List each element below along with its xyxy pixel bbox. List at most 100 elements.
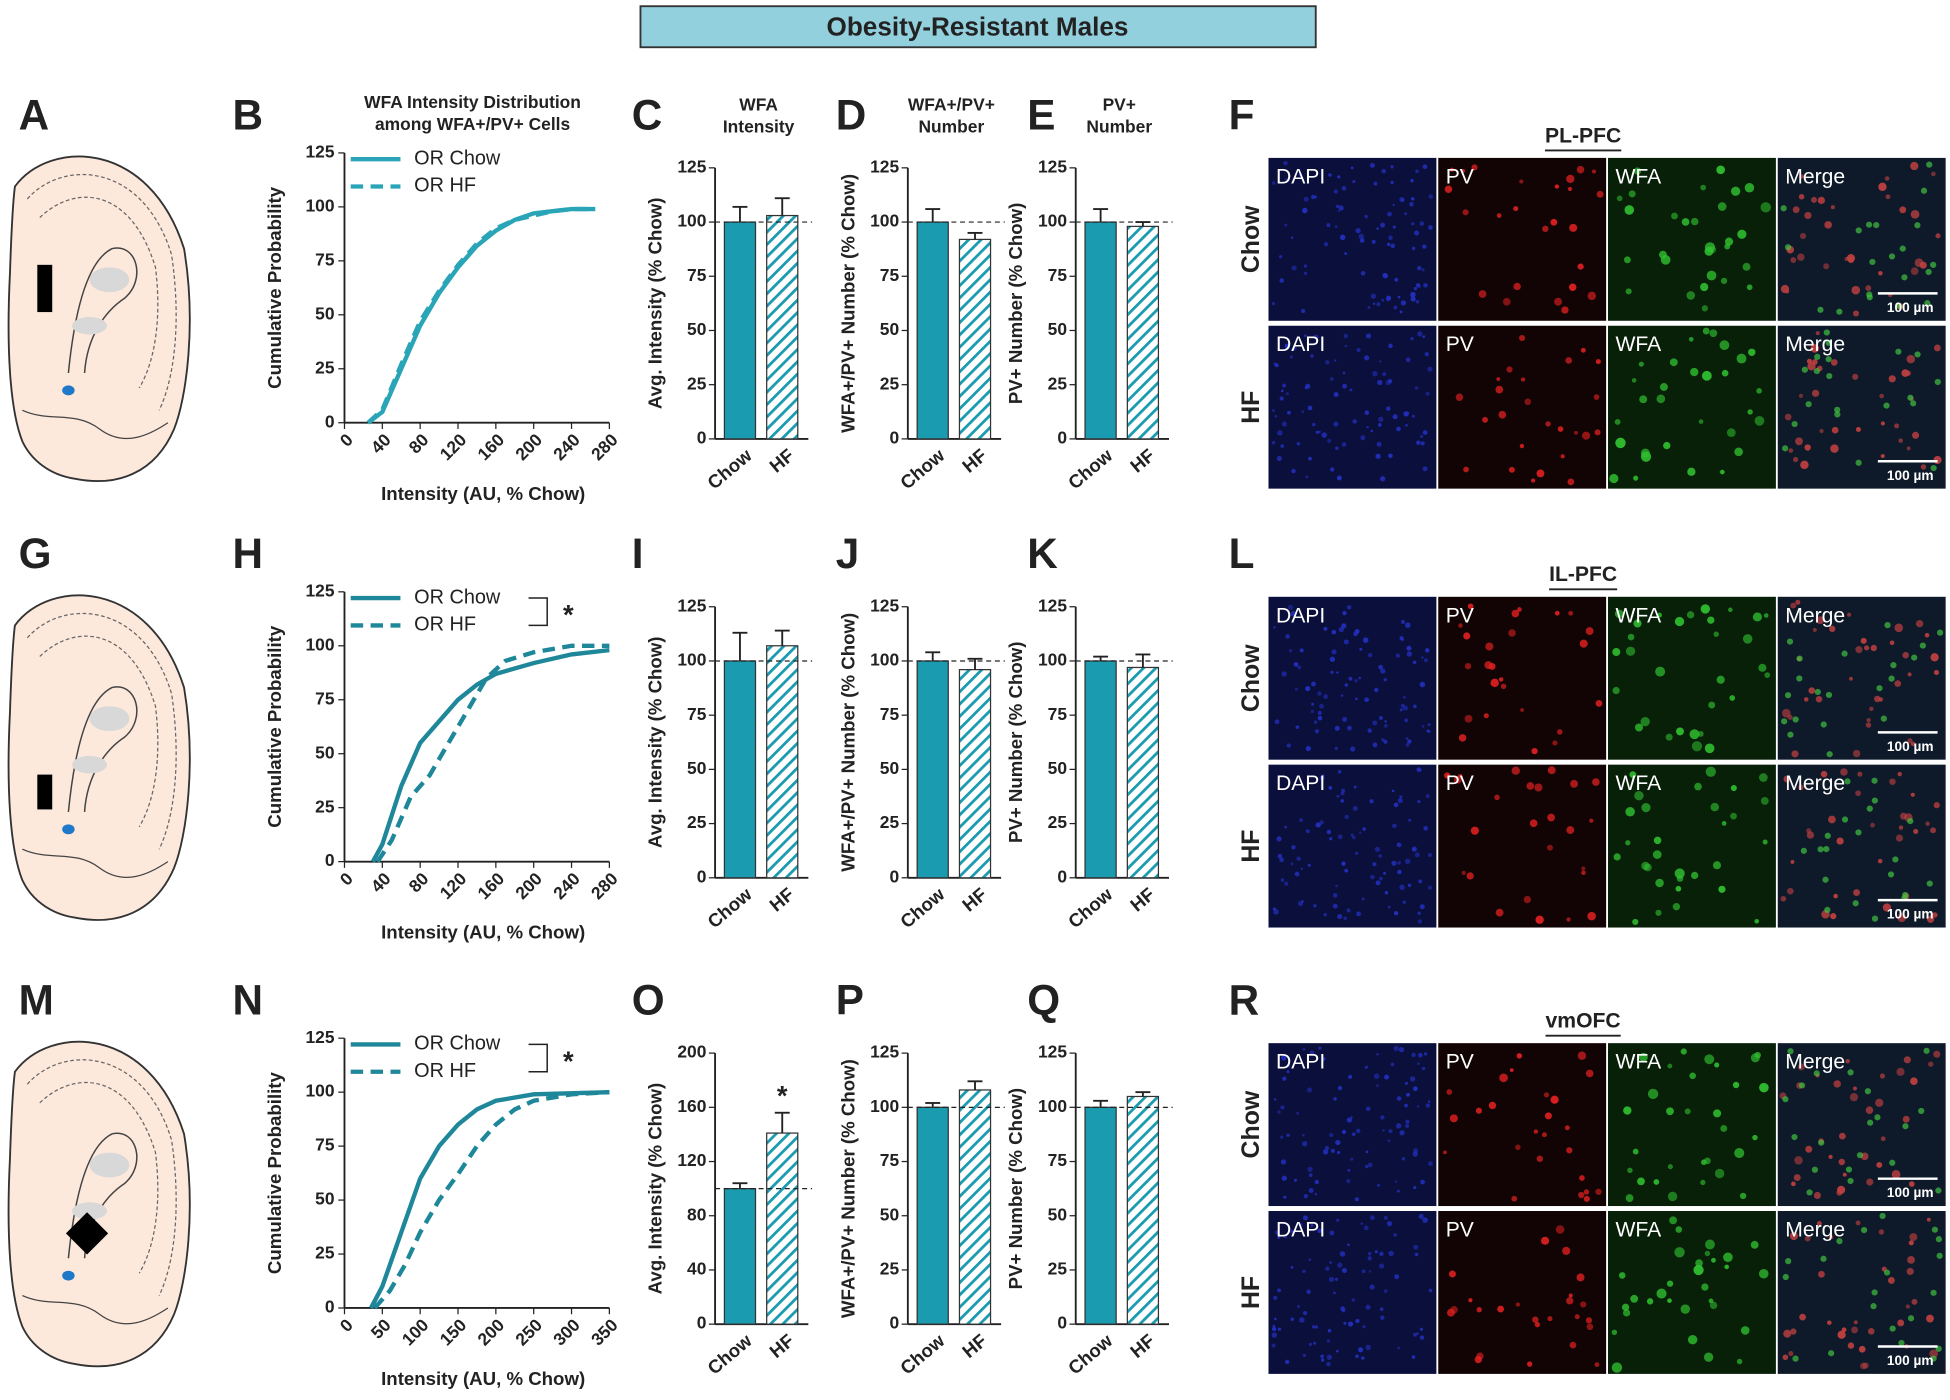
y-tick-label: 50 [880,1204,899,1224]
y-tick-label: 25 [880,373,900,393]
cell-signal [1417,919,1423,924]
cell-signal [1367,306,1371,310]
cell-signal [1283,1195,1287,1199]
cell-signal [1330,467,1335,472]
cell-signal [1277,853,1283,859]
cell-signal [1758,663,1767,672]
cell-signal [1341,788,1346,793]
cell-signal [1910,161,1919,171]
cell-signal [1361,897,1365,901]
cell-signal [1700,282,1709,292]
cell-signal [1297,1305,1300,1308]
legend-label: OR HF [414,614,476,636]
cell-signal [1786,638,1794,645]
cell-signal [1797,253,1805,261]
row-label: HF [1237,1276,1265,1309]
cell-signal [1924,633,1930,638]
cell-signal [1702,327,1710,335]
cell-signal [1534,783,1543,792]
cell-signal [1421,725,1425,728]
cell-signal [1933,344,1941,352]
cell-signal [1337,1085,1343,1091]
cell-signal [1836,837,1844,845]
cell-signal [1444,772,1451,779]
cell-signal [1547,844,1553,851]
x-tick-label: HF [765,445,798,477]
bar [958,1089,992,1325]
cell-signal [1341,861,1346,866]
cdf-line [370,647,610,863]
cell-signal [1887,871,1895,878]
x-tick-label: 280 [587,868,622,903]
cell-signal [1364,1065,1368,1069]
significance-label: * [563,1045,574,1076]
cell-signal [1667,1063,1673,1069]
cell-signal [1754,1051,1761,1059]
cell-signal [1936,1252,1943,1259]
cell-signal [1498,677,1504,682]
cell-signal [1612,648,1621,657]
bar [1084,221,1117,440]
cell-signal [1305,685,1311,692]
cell-signal [1533,1129,1538,1134]
cell-signal [1899,206,1907,214]
cell-signal [1895,348,1902,355]
cell-signal [1356,1128,1361,1134]
cell-signal [1935,233,1941,239]
cell-signal [1483,713,1489,719]
cell-signal [1274,1317,1277,1321]
cell-signal [1748,348,1756,357]
micrograph-image [1608,1043,1776,1207]
row-label: Chow [1237,205,1265,273]
cell-signal [1411,1052,1416,1058]
cell-signal [1637,1177,1645,1186]
cell-signal [1271,440,1276,445]
cell-signal [1785,1258,1792,1265]
cell-signal [1647,1088,1659,1100]
cell-signal [1838,1158,1846,1166]
commissure [62,385,75,396]
cell-signal [1290,1317,1295,1322]
cell-signal [1348,676,1353,681]
cell-signal [1346,908,1351,913]
cell-signal [1880,421,1885,426]
brain-contour [26,173,177,411]
cell-signal [1797,1063,1805,1071]
cell-signal [1294,871,1300,877]
cell-signal [1899,245,1906,252]
cell-signal [1896,1067,1905,1076]
cell-signal [1286,392,1289,396]
cell-signal [1742,262,1751,271]
cell-signal [1579,1175,1585,1181]
cell-signal [1370,293,1377,299]
y-tick-label: 75 [880,265,900,285]
cell-signal [1302,207,1308,214]
cell-signal [1655,666,1666,677]
y-tick-label: 120 [677,1150,706,1170]
cell-signal [1837,1185,1846,1194]
cell-signal [1372,862,1377,867]
cell-signal [1282,383,1287,388]
cell-signal [1811,196,1817,203]
x-tick-label: HF [765,883,798,915]
cell-signal [1411,1355,1416,1359]
cell-signal [1680,1048,1687,1055]
cell-signal [1545,421,1551,427]
cell-signal [1508,466,1515,473]
cell-signal [1716,165,1725,175]
cell-signal [1382,372,1387,376]
cell-signal [1737,229,1747,239]
cell-signal [1415,283,1421,288]
channel-label: WFA [1615,772,1662,795]
cell-signal [1801,366,1808,373]
y-tick-label: 25 [315,357,335,377]
cell-signal [1365,1150,1369,1154]
cell-signal [1660,254,1671,265]
cell-signal [1759,1082,1769,1093]
cell-signal [1404,858,1411,865]
cell-signal [1419,1327,1424,1331]
cell-signal [1415,300,1420,304]
cell-signal [1494,794,1500,801]
y-tick-label: 75 [1048,704,1068,724]
cell-signal [1566,917,1571,922]
